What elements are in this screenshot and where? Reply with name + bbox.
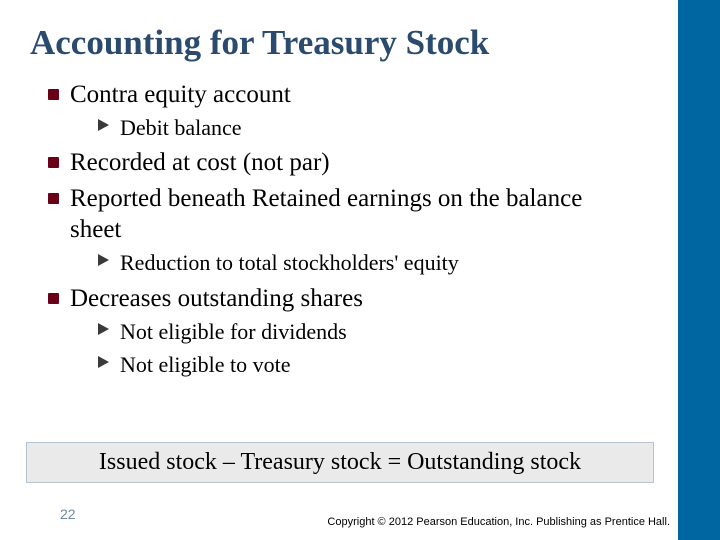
bullet-l2: Not eligible to vote: [98, 351, 628, 379]
bullet-l2: Reduction to total stockholders' equity: [98, 249, 628, 277]
page-number: 22: [60, 506, 76, 522]
accent-sidebar-stripe: [678, 0, 682, 540]
bullet-l1: Recorded at cost (not par): [48, 147, 628, 178]
bullet-l2: Not eligible for dividends: [98, 318, 628, 346]
bullet-l1: Contra equity account: [48, 79, 628, 110]
bullet-l2: Debit balance: [98, 114, 628, 142]
bullet-l1: Reported beneath Retained earnings on th…: [48, 183, 628, 246]
slide-body: Accounting for Treasury Stock Contra equ…: [0, 0, 676, 379]
bullet-list: Contra equity account Debit balance Reco…: [30, 79, 628, 379]
formula-box: Issued stock – Treasury stock = Outstand…: [26, 442, 654, 483]
accent-sidebar: [678, 0, 720, 540]
copyright-text: Copyright © 2012 Pearson Education, Inc.…: [327, 516, 670, 528]
slide-title: Accounting for Treasury Stock: [30, 24, 628, 63]
bullet-l1: Decreases outstanding shares: [48, 283, 628, 314]
